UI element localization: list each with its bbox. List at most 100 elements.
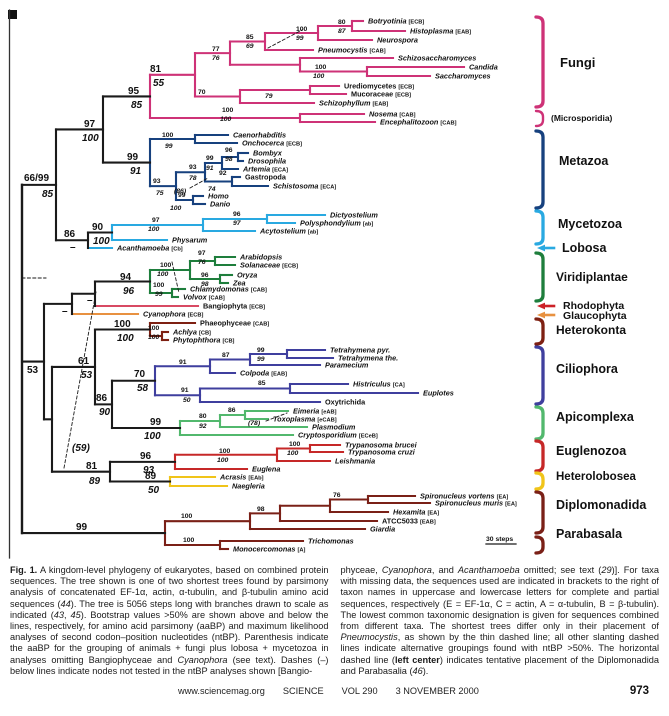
bootstrap-value: 70 — [134, 369, 146, 380]
bootstrap-value: 93 — [189, 164, 197, 171]
bootstrap-value: 66/99 — [24, 173, 49, 184]
clade-bracket — [534, 439, 545, 473]
bootstrap-value: 100 — [114, 319, 131, 330]
taxon-label: Histoplasma [EAB] — [410, 27, 471, 36]
bootstrap-value: 85 — [131, 100, 143, 111]
clade-bracket — [534, 535, 545, 555]
taxon-label: Volvox [CAB] — [183, 293, 225, 302]
caption-text: phyceae, — [340, 565, 382, 575]
caption-text: Cyanophora — [381, 565, 432, 575]
clade-bracket — [534, 405, 545, 441]
bootstrap-value: 55 — [153, 78, 165, 89]
bootstrap-value: 99 — [150, 417, 162, 428]
bootstrap-value: 100 — [296, 26, 308, 33]
caption-text: ). Bootstrap values >50% are shown above… — [10, 609, 329, 665]
dashed-line — [265, 412, 288, 422]
clade-label: Heterokonta — [556, 323, 626, 337]
bootstrap-value: 95 — [128, 86, 140, 97]
taxon-label: Homo — [208, 192, 229, 201]
bootstrap-value: 53 — [81, 370, 93, 381]
caption-text: Acanthamoeba — [457, 565, 520, 575]
bootstrap-value: 100 — [160, 262, 172, 269]
clade-label: Diplomonadida — [556, 498, 647, 512]
bootstrap-value: 100 — [287, 450, 299, 457]
bootstrap-value: 100 — [162, 132, 174, 139]
bootstrap-value: 100 — [220, 116, 232, 123]
taxon-label: Encephalitozoon [CAB] — [380, 118, 457, 127]
taxon-label: Naegleria — [232, 482, 265, 491]
taxon-label: Monocercomonas [A] — [233, 545, 305, 554]
bootstrap-value: 93 — [143, 465, 155, 476]
bootstrap-value: 87 — [338, 28, 347, 35]
bootstrap-value: 99 — [257, 356, 265, 363]
bootstrap-value: 99 — [296, 35, 304, 42]
bootstrap-value: 69 — [246, 43, 254, 50]
caption-text: ) indicates tentative placement of the D… — [340, 654, 660, 676]
bootstrap-value: 89 — [145, 471, 157, 482]
caption-left-column: Fig. 1. A kingdom-level phylogeny of euk… — [10, 565, 329, 677]
bootstrap-value: 76 — [198, 259, 206, 266]
bootstrap-value: 100 — [144, 431, 161, 442]
bootstrap-value: 100 — [289, 441, 301, 448]
clade-label: Apicomplexa — [556, 410, 635, 424]
taxon-label: Acanthamoeba [Cb] — [116, 244, 183, 253]
bootstrap-value: 92 — [199, 423, 207, 430]
figure-caption: Fig. 1. A kingdom-level phylogeny of euk… — [0, 562, 669, 677]
taxon-label: Neurospora — [377, 36, 418, 45]
clade-label: Heterolobosea — [556, 471, 636, 483]
bootstrap-value: 98 — [257, 506, 265, 513]
page-footer: www.sciencemag.org SCIENCE VOL 290 3 NOVEMB… — [0, 685, 669, 697]
bootstrap-value: 99 — [155, 291, 163, 298]
clade-arrow-icon — [537, 311, 545, 319]
clade-arrow-icon — [537, 302, 545, 310]
clade-bracket — [534, 345, 545, 406]
bootstrap-value: 85 — [258, 380, 266, 387]
bootstrap-value: 75 — [156, 190, 164, 197]
issue-date: 3 NOVEMBER 2000 — [395, 686, 479, 697]
bootstrap-value: 100 — [117, 333, 134, 344]
bootstrap-value: 100 — [170, 205, 182, 212]
taxon-label: Schizosaccharomyces — [398, 54, 476, 63]
bootstrap-value: 87 — [222, 352, 230, 359]
taxon-label: Phytophthora [CB] — [173, 336, 235, 345]
bootstrap-value: 99 — [127, 152, 139, 163]
taxon-label: Drosophila — [248, 157, 286, 166]
taxon-label: Giardia — [370, 525, 395, 534]
bootstrap-value: 81 — [150, 64, 162, 75]
dashed-line — [171, 261, 180, 294]
bootstrap-value: 61 — [78, 356, 90, 367]
taxon-label: Bangiophyta [ECB] — [203, 302, 265, 311]
caption-text: 44 — [60, 598, 71, 609]
bootstrap-value: 53 — [27, 365, 39, 376]
bootstrap-value: 100 — [148, 325, 160, 332]
bootstrap-value: 100 — [183, 537, 195, 544]
caption-text: 43 — [53, 609, 65, 620]
bootstrap-value: 81 — [86, 461, 98, 472]
bootstrap-value: 100 — [93, 236, 110, 247]
taxon-label: Gastropoda — [245, 173, 287, 182]
clade-bracket — [534, 490, 545, 535]
taxon-label: Chlamydomonas [CAB] — [190, 285, 267, 294]
bootstrap-value: 90 — [92, 222, 104, 233]
bootstrap-value: 86 — [64, 229, 76, 240]
bootstrap-value: 76 — [333, 492, 341, 499]
caption-text: A kingdom-level phylogeny of eukaryotes,… — [10, 565, 329, 609]
bootstrap-value: 97 — [198, 250, 206, 257]
clade-bracket — [534, 209, 545, 246]
bootstrap-value: 100 — [153, 282, 165, 289]
bootstrap-value: 96 — [123, 286, 135, 297]
bootstrap-value: 85 — [42, 189, 54, 200]
bootstrap-value: 85 — [246, 34, 254, 41]
taxon-label: Cryptosporidium [ECeB] — [298, 431, 378, 440]
caption-text: 45 — [70, 609, 81, 620]
bootstrap-value: 100 — [82, 133, 99, 144]
bootstrap-value: 100 — [148, 226, 160, 233]
bootstrap-value: 80 — [199, 413, 207, 420]
taxon-label: Spironucleus vortens [EA] — [420, 492, 508, 501]
bootstrap-value: 100 — [315, 64, 327, 71]
clade-label: Viridiplantae — [556, 270, 628, 284]
taxon-label: Pneumocystis [CAB] — [318, 46, 386, 55]
journal-url[interactable]: www.sciencemag.org — [178, 686, 265, 697]
caption-text: ). The tree is 5056 steps long with bran… — [10, 598, 329, 620]
taxon-label: Schistosoma [ECA] — [273, 182, 336, 191]
